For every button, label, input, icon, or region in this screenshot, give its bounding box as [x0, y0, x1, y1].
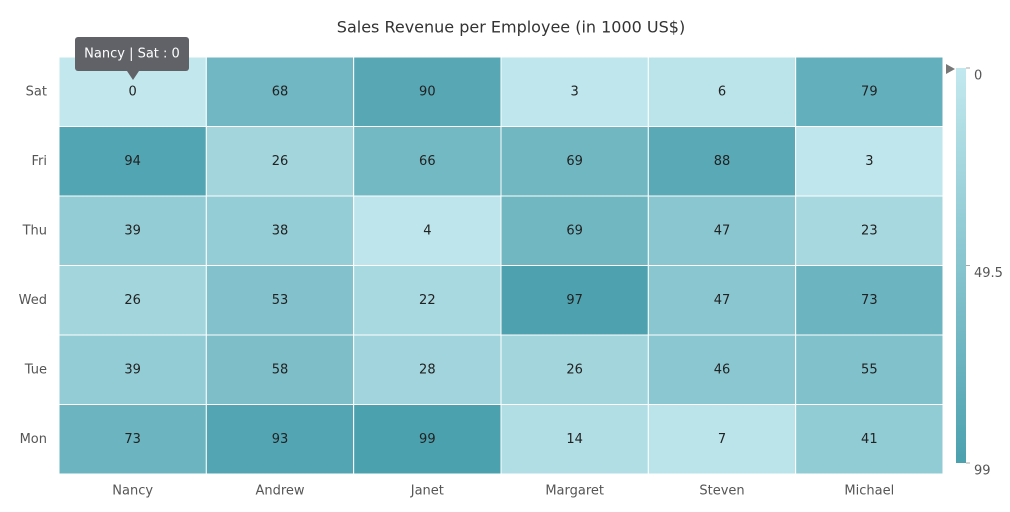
value-label: 68 — [272, 84, 289, 99]
cell — [795, 126, 944, 197]
cell — [500, 195, 649, 266]
cell — [353, 56, 502, 127]
value-label: 66 — [419, 154, 436, 169]
cell — [353, 195, 502, 266]
value-label: 93 — [272, 432, 289, 447]
y-tick-label: Wed — [19, 293, 47, 308]
value-label: 58 — [272, 362, 289, 377]
value-label: 28 — [419, 362, 436, 377]
legend-tick-label: 99 — [974, 464, 991, 479]
value-label: 7 — [718, 432, 726, 447]
value-label: 53 — [272, 293, 289, 308]
tooltip-text: Nancy | Sat : 0 — [84, 47, 180, 62]
value-label: 38 — [272, 223, 289, 238]
value-label: 69 — [566, 223, 583, 238]
y-tick-label: Fri — [32, 154, 48, 169]
cell — [647, 56, 797, 127]
value-label: 79 — [861, 84, 878, 99]
x-tick-label: Andrew — [255, 484, 304, 499]
cell — [647, 195, 797, 266]
y-tick-label: Sat — [26, 84, 47, 99]
cell — [795, 195, 944, 266]
cell — [795, 334, 944, 405]
cell — [58, 195, 207, 266]
value-label: 69 — [566, 154, 583, 169]
value-label: 88 — [714, 154, 731, 169]
value-label: 73 — [861, 293, 878, 308]
cell — [795, 56, 944, 127]
value-label: 4 — [423, 223, 431, 238]
cell — [205, 56, 355, 127]
value-label: 22 — [419, 293, 436, 308]
value-label: 41 — [861, 432, 878, 447]
cell — [500, 334, 649, 405]
tooltip-box — [75, 37, 189, 71]
value-label: 26 — [124, 293, 141, 308]
y-tick-label: Thu — [22, 223, 47, 238]
value-label: 97 — [566, 293, 583, 308]
x-tick-label: Margaret — [545, 484, 604, 499]
value-label: 3 — [865, 154, 873, 169]
tooltip: Nancy | Sat : 0 — [75, 37, 189, 80]
cell — [58, 334, 207, 405]
cell — [500, 126, 649, 197]
chart-title: Sales Revenue per Employee (in 1000 US$) — [337, 18, 685, 37]
x-tick-label: Nancy — [112, 484, 153, 499]
value-label: 3 — [571, 84, 579, 99]
value-label: 90 — [419, 84, 436, 99]
value-label: 47 — [714, 223, 731, 238]
color-bar — [956, 68, 966, 463]
y-tick-label: Mon — [20, 432, 47, 447]
cell — [500, 56, 649, 127]
value-label: 46 — [714, 362, 731, 377]
cell — [205, 126, 355, 197]
value-label: 39 — [124, 362, 141, 377]
value-label: 73 — [124, 432, 141, 447]
x-tick-label: Steven — [699, 484, 744, 499]
value-label: 55 — [861, 362, 878, 377]
cell — [58, 404, 207, 475]
cell — [795, 404, 944, 475]
x-tick-label: Michael — [844, 484, 894, 499]
value-label: 26 — [566, 362, 583, 377]
cell — [205, 195, 355, 266]
cell — [353, 334, 502, 405]
value-label: 0 — [129, 84, 137, 99]
value-label: 14 — [566, 432, 583, 447]
value-label: 39 — [124, 223, 141, 238]
value-label: 99 — [419, 432, 436, 447]
plot-area: 0 68 90 3 6 79 94 26 66 69 88 3 39 38 4 69 47 23 26 53 22 97 4… — [58, 56, 944, 475]
cell — [647, 334, 797, 405]
legend: 0 49.5 99 — [946, 64, 1003, 479]
tooltip-arrow — [127, 71, 139, 80]
legend-tick-label: 49.5 — [974, 266, 1003, 281]
legend-pointer — [946, 64, 955, 74]
legend-tick-label: 0 — [974, 69, 982, 84]
value-label: 6 — [718, 84, 726, 99]
y-tick-label: Tue — [24, 362, 47, 377]
value-label: 26 — [272, 154, 289, 169]
cell — [58, 265, 207, 336]
cell — [500, 404, 649, 475]
cell — [647, 265, 797, 336]
cell — [205, 265, 355, 336]
cell — [795, 265, 944, 336]
value-label: 94 — [124, 154, 141, 169]
value-label: 47 — [714, 293, 731, 308]
cell — [647, 404, 797, 475]
cell — [500, 265, 649, 336]
x-tick-label: Janet — [410, 484, 444, 499]
cell — [353, 265, 502, 336]
value-label: 23 — [861, 223, 878, 238]
